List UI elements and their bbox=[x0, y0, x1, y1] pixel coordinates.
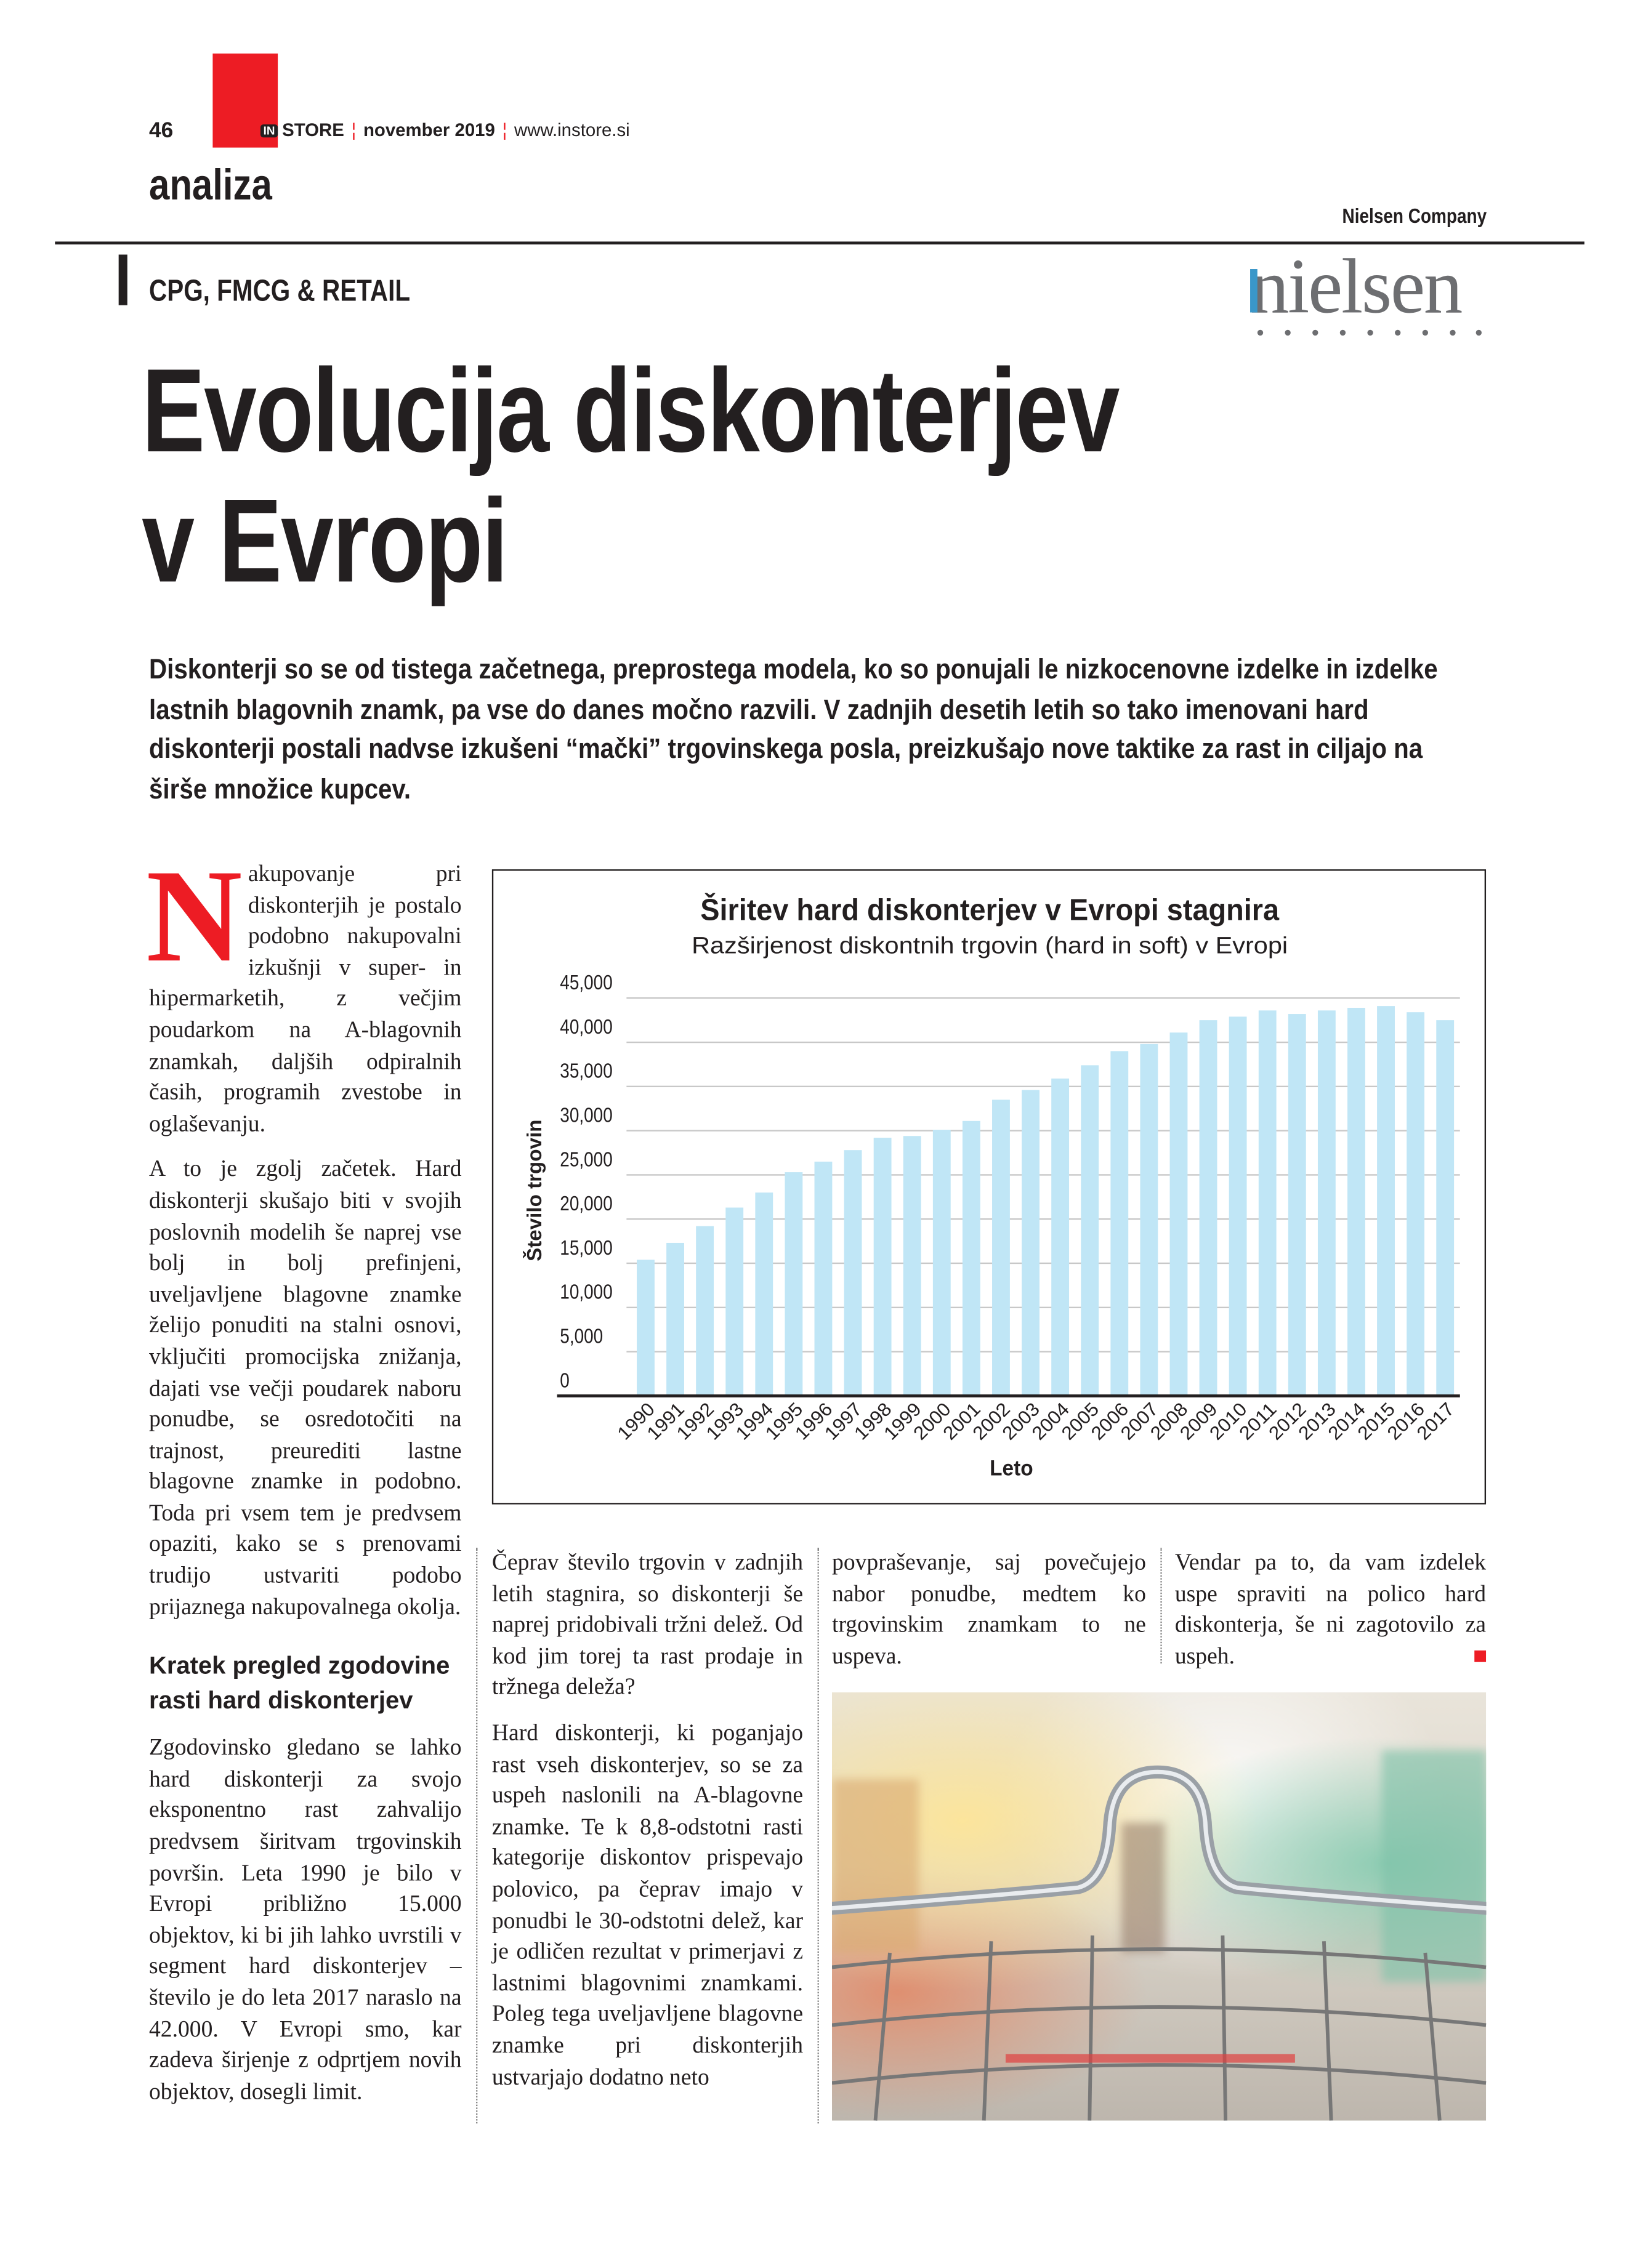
paragraph: Vendar pa to, da vam izdelek uspe spravi… bbox=[1174, 1550, 1487, 1669]
y-tick-label: 0 bbox=[560, 1369, 570, 1392]
paragraph: Hard diskonterji, ki poganjajo rast vseh… bbox=[491, 1721, 804, 2089]
bar-2017 bbox=[1436, 1020, 1455, 1396]
company-label: Nielsen Company bbox=[1341, 204, 1487, 227]
paragraph: povpraševanje, saj povečujejo nabor ponu… bbox=[832, 1550, 1146, 1669]
bar-1999 bbox=[903, 1136, 921, 1396]
y-tick-label: 40,000 bbox=[560, 1016, 612, 1039]
y-tick-label: 25,000 bbox=[560, 1148, 612, 1171]
bar-2000 bbox=[932, 1130, 951, 1396]
bar-2005 bbox=[1081, 1065, 1099, 1396]
paragraph: Zgodovinsko gledano se lahko hard diskon… bbox=[149, 1736, 462, 2105]
section-label: analiza bbox=[149, 162, 272, 210]
bar-2007 bbox=[1140, 1044, 1158, 1396]
bar-2009 bbox=[1199, 1020, 1217, 1396]
instore-logo: IN bbox=[260, 124, 278, 138]
y-tick-label: 15,000 bbox=[560, 1237, 612, 1260]
bar-2003 bbox=[1022, 1090, 1040, 1396]
bar-2006 bbox=[1110, 1051, 1129, 1396]
bar-2016 bbox=[1407, 1012, 1425, 1396]
column-4: Vendar pa to, da vam izdelek uspe spravi… bbox=[1174, 1548, 1487, 1687]
bar-2015 bbox=[1377, 1006, 1395, 1396]
subheading: Kratek pregled zgodovine rasti hard disk… bbox=[149, 1652, 450, 1715]
bar-1993 bbox=[725, 1207, 744, 1396]
paragraph: Čeprav število trgovin v zadnjih letih s… bbox=[491, 1550, 804, 1700]
column-divider bbox=[1160, 1548, 1162, 1664]
website-link[interactable]: www.instore.si bbox=[514, 120, 630, 140]
column-3: povpraševanje, saj povečujejo nabor ponu… bbox=[832, 1548, 1146, 1687]
bar-2001 bbox=[962, 1120, 980, 1396]
paragraph: A to je zgolj začetek. Hard diskonterji … bbox=[149, 1157, 462, 1620]
bar-1995 bbox=[785, 1172, 803, 1396]
bar-chart: Širitev hard diskonterjev v Evropi stagn… bbox=[522, 891, 1460, 1481]
bar-1990 bbox=[637, 1260, 655, 1396]
drop-cap: N bbox=[146, 842, 243, 990]
shopping-cart-photo bbox=[832, 1692, 1487, 2121]
column-divider bbox=[817, 1548, 819, 2124]
x-axis-label: Leto bbox=[990, 1457, 1033, 1481]
article-lead: Diskonterji so se od tistega začetnega, … bbox=[149, 654, 1438, 805]
column-2: Čeprav število trgovin v zadnjih letih s… bbox=[492, 1548, 803, 2108]
svg-text:nielsen: nielsen bbox=[1250, 249, 1462, 329]
y-tick-label: 30,000 bbox=[560, 1104, 612, 1127]
bar-1994 bbox=[755, 1192, 773, 1396]
bar-1992 bbox=[696, 1226, 714, 1396]
chart-subtitle: Razširjenost diskontnih trgovin (hard in… bbox=[692, 932, 1288, 958]
bar-2013 bbox=[1317, 1010, 1336, 1396]
paragraph: akupovanje pri diskonterjih je postalo p… bbox=[149, 862, 462, 1137]
bar-1997 bbox=[844, 1150, 862, 1396]
article-title-line2: v Evropi bbox=[142, 476, 508, 608]
header-rule bbox=[55, 241, 1585, 245]
y-tick-label: 20,000 bbox=[560, 1192, 612, 1215]
article-title-line1: Evolucija diskonterjev bbox=[142, 345, 1120, 478]
running-header: IN STORE ¦ november 2019 ¦ www.instore.si bbox=[260, 120, 630, 140]
category-marker bbox=[118, 254, 127, 305]
chart-box: Širitev hard diskonterjev v Evropi stagn… bbox=[491, 869, 1487, 1505]
bar-2002 bbox=[992, 1100, 1010, 1396]
page-number: 46 bbox=[149, 118, 174, 143]
end-mark bbox=[1474, 1650, 1487, 1662]
bar-2011 bbox=[1258, 1010, 1277, 1396]
bar-2014 bbox=[1347, 1008, 1365, 1396]
y-tick-label: 10,000 bbox=[560, 1281, 612, 1304]
column-divider bbox=[476, 1548, 478, 2124]
bar-2012 bbox=[1288, 1014, 1306, 1396]
bar-1996 bbox=[814, 1161, 833, 1396]
bar-2010 bbox=[1229, 1016, 1247, 1396]
y-tick-label: 35,000 bbox=[560, 1060, 612, 1083]
bar-1998 bbox=[873, 1138, 892, 1396]
y-tick-label: 5,000 bbox=[560, 1325, 603, 1348]
y-tick-label: 45,000 bbox=[560, 971, 612, 994]
magazine-name: STORE bbox=[282, 120, 344, 140]
y-axis-label: Število trgovin bbox=[522, 1120, 546, 1261]
chart-title: Širitev hard diskonterjev v Evropi stagn… bbox=[700, 891, 1279, 927]
shopping-cart-icon bbox=[832, 1750, 1487, 2121]
category-label: CPG, FMCG & RETAIL bbox=[149, 275, 411, 308]
bar-2008 bbox=[1169, 1032, 1188, 1396]
bar-2004 bbox=[1051, 1078, 1070, 1396]
issue-date: november 2019 bbox=[363, 120, 495, 140]
bar-1991 bbox=[666, 1242, 684, 1396]
nielsen-logo: nielsen bbox=[1250, 249, 1482, 336]
